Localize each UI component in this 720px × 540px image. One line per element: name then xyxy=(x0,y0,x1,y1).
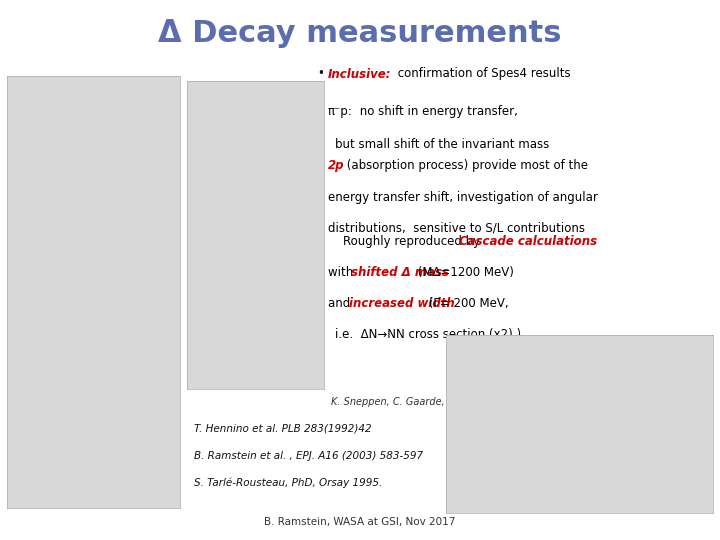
Text: no shift in energy transfer,: no shift in energy transfer, xyxy=(356,105,518,118)
Text: (absorption process) provide most of the: (absorption process) provide most of the xyxy=(343,159,588,172)
Text: increased width: increased width xyxy=(349,297,455,310)
Text: with: with xyxy=(328,266,356,279)
Text: Roughly reproduced by: Roughly reproduced by xyxy=(328,235,483,248)
Text: Inclusive:: Inclusive: xyxy=(328,68,391,80)
Text: S. Tarlé-Rousteau, PhD, Orsay 1995.: S. Tarlé-Rousteau, PhD, Orsay 1995. xyxy=(194,478,382,488)
Text: •: • xyxy=(317,105,324,118)
Text: confirmation of Spes4 results: confirmation of Spes4 results xyxy=(394,68,570,80)
Text: Δ Decay measurements: Δ Decay measurements xyxy=(158,19,562,48)
Text: (MΔ=1200 MeV): (MΔ=1200 MeV) xyxy=(414,266,514,279)
Text: K. Sneppen, C. Gaarde, Phys.Rev. C50 (1994)338: K. Sneppen, C. Gaarde, Phys.Rev. C50 (19… xyxy=(331,397,572,407)
Text: energy transfer shift, investigation of angular: energy transfer shift, investigation of … xyxy=(328,191,598,204)
Text: distributions,  sensitive to S/L contributions: distributions, sensitive to S/L contribu… xyxy=(328,221,585,234)
Text: shifted Δ mass: shifted Δ mass xyxy=(351,266,449,279)
Text: i.e.  ΔN→NN cross section (x2) ): i.e. ΔN→NN cross section (x2) ) xyxy=(335,328,521,341)
Text: •: • xyxy=(317,159,324,172)
Text: •: • xyxy=(317,68,324,80)
Text: Cascade calculations: Cascade calculations xyxy=(459,235,598,248)
Text: T. Hennino et al. PLB 283(1992)42: T. Hennino et al. PLB 283(1992)42 xyxy=(194,424,372,434)
Text: B. Ramstein et al. , EPJ. A16 (2003) 583-597: B. Ramstein et al. , EPJ. A16 (2003) 583… xyxy=(194,451,423,461)
Text: π⁻p:: π⁻p: xyxy=(328,105,352,118)
Text: (Γ= 200 MeV,: (Γ= 200 MeV, xyxy=(425,297,508,310)
Text: 2p: 2p xyxy=(328,159,344,172)
Text: but small shift of the invariant mass: but small shift of the invariant mass xyxy=(335,138,549,151)
Text: •: • xyxy=(317,235,324,248)
Text: and: and xyxy=(328,297,354,310)
Text: B. Ramstein, WASA at GSI, Nov 2017: B. Ramstein, WASA at GSI, Nov 2017 xyxy=(264,516,456,526)
